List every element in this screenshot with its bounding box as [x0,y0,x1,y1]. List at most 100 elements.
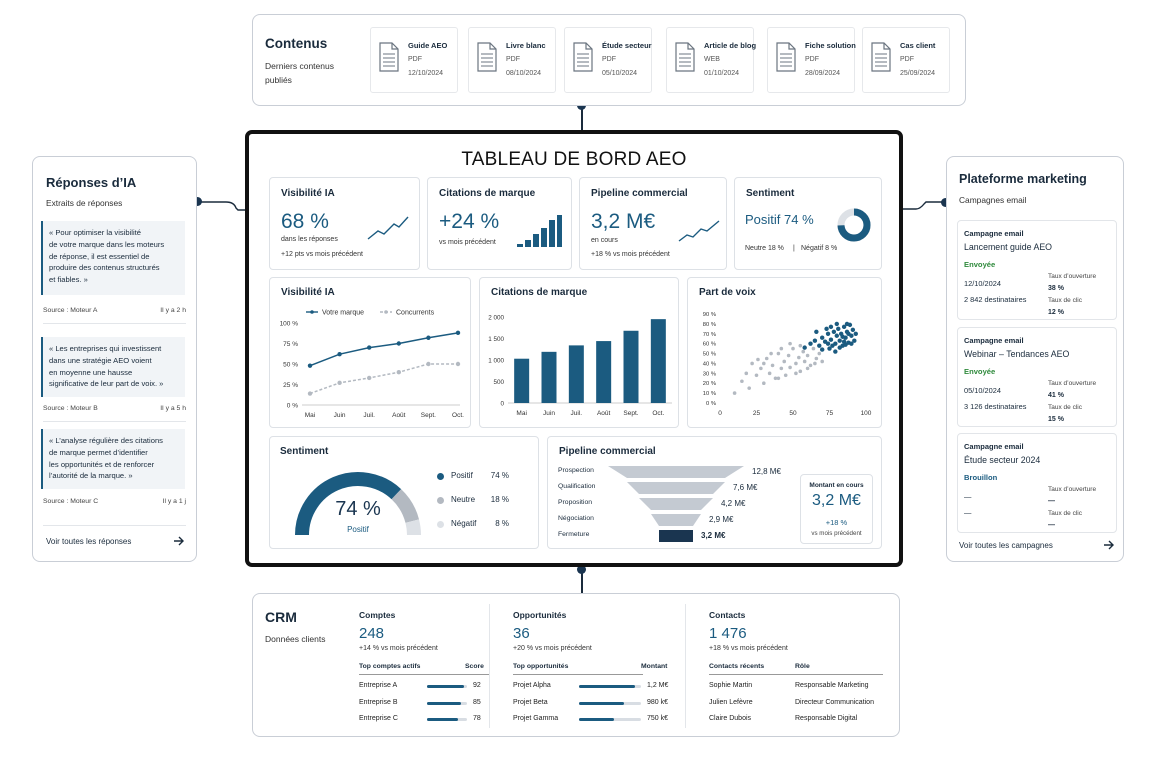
crm-row-role: Responsable Digital [795,715,858,722]
crm-row-value: 85 [473,698,481,706]
quote-line: les opportunités et de renforcer [49,459,155,469]
content-item[interactable]: Article de blog WEB 01/10/2024 [666,27,756,93]
campaign-name: Webinar – Tendances AEO [964,349,1070,359]
bar [623,330,639,403]
campaign-type: Campagne email [964,442,1024,451]
divider [359,674,489,675]
content-item[interactable]: Fiche solution PDF 28/09/2024 [767,27,856,93]
crm-row-name[interactable]: Entreprise B [359,698,398,706]
bar [568,345,584,403]
see-all-responses-link[interactable]: Voir toutes les réponses [46,537,132,546]
x-tick-label: Oct. [452,412,464,419]
see-all-campaigns-link[interactable]: Voir toutes les campagnes [959,541,1053,550]
crm-col-delta: +20 % vs mois précédent [513,645,592,652]
x-tick-label: Sept. [623,410,638,417]
y-tick-label: 1 500 [488,336,504,343]
column-divider [489,604,490,728]
scatter-point [747,386,751,390]
click-rate-value: 12 % [1048,309,1064,316]
content-date: 01/10/2024 [704,70,740,77]
campaign-card[interactable]: Campagne email Webinar – Tendances AEO Env… [957,327,1117,427]
content-date: 28/09/2024 [805,70,841,77]
crm-row-name[interactable]: Sophie Martin [709,682,753,689]
bar [650,319,666,403]
content-title: Guide AEO [408,41,448,50]
crm-subtitle: Données clients [265,634,326,644]
sentiment-title: Sentiment [280,446,329,457]
scatter-point [779,346,784,351]
x-tick-label: 50 [789,410,797,417]
crm-row-name[interactable]: Projet Beta [513,698,548,706]
crm-row-name[interactable]: Julien Lefèvre [709,698,753,706]
campaign-status: Brouillon [964,473,998,482]
content-date: 25/09/2024 [900,70,936,77]
crm-table-header: Top comptes actifs [359,663,421,670]
funnel-stage [659,530,693,542]
kpi-title: Sentiment [746,188,795,199]
scatter-point [754,373,759,378]
crm-row-name[interactable]: Projet Alpha [513,682,551,689]
pipeline-title: Pipeline commercial [559,446,656,457]
content-item[interactable]: Livre blanc PDF 08/10/2024 [468,27,556,93]
campaign-status: Envoyée [964,260,996,269]
crm-col-title: Opportunités [513,610,567,620]
kpi-neutral: Neutre 18 % [745,245,784,252]
content-kind: PDF [805,56,819,63]
content-kind: PDF [408,56,422,63]
divider [43,323,186,324]
legend-marker [384,310,388,314]
scatter-point [824,326,829,332]
data-point [455,361,461,367]
scatter-point [808,363,813,368]
data-point [367,345,372,350]
y-tick-label: 90 % [703,312,716,318]
content-title: Étude secteur [602,41,652,50]
funnel-stage [639,498,713,510]
scatter-point [808,341,813,346]
part-de-voix-card: Part de voix 0 % 10 % 20 % 30 % 40 % 50 % 60 % 7… [687,277,882,428]
quote-box: « Les entreprises qui investissent dans u… [41,337,185,397]
funnel-stage-label: Proposition [558,499,593,506]
pipeline-card: Pipeline commercial Montant en cours 3,2… [547,436,882,549]
legend-value: 18 % [490,495,509,504]
chart-title: Part de voix [699,287,756,298]
scatter-point [801,349,806,354]
plateforme-subtitle: Campagnes email [959,195,1027,205]
campaign-type: Campagne email [964,229,1024,238]
arrow-right-icon[interactable] [173,536,185,546]
y-tick-label: 75 % [283,341,298,348]
funnel-stage-label: Qualification [558,483,596,490]
scatter-point [814,329,819,334]
crm-row-name[interactable]: Projet Gamma [513,715,559,722]
document-icon [675,42,695,72]
crm-row-name[interactable]: Entreprise C [359,715,398,722]
crm-row-name[interactable]: Entreprise A [359,682,398,689]
crm-col-value: 248 [359,625,385,642]
kpi-title: Pipeline commercial [591,188,688,199]
scatter-point [825,341,831,346]
y-tick-label: 0 % [706,401,716,407]
crm-row-value: 92 [473,682,481,689]
campaign-card[interactable]: Campagne email Lancement guide AEO Envoyée… [957,220,1117,320]
crm-row-name[interactable]: Claire Dubois [709,715,752,722]
gauge-segment [405,519,421,536]
kpi-citations: Citations de marque +24 % vs mois précéd… [427,177,572,270]
quote-line: « L’analyse régulière des citations [49,436,163,445]
kpi-sub: dans les réponses [281,236,338,243]
campaign-card[interactable]: Campagne email Étude secteur 2024 Brouillo… [957,433,1117,533]
scatter-point [776,376,781,381]
scatter-point [776,351,781,356]
campaign-recipients: 3 126 destinataires [964,402,1027,411]
content-item[interactable]: Guide AEO PDF 12/10/2024 [370,27,458,93]
scatter-point [786,353,791,358]
content-item[interactable]: Cas client PDF 25/09/2024 [862,27,950,93]
open-rate-label: Taux d’ouverture [1048,380,1097,387]
divider [43,525,186,526]
quote-line: l’autorité de la marque. » [49,471,133,481]
x-tick-label: 75 [826,410,834,417]
content-item[interactable]: Étude secteur PDF 05/10/2024 [564,27,652,93]
score-bar [579,685,641,688]
document-icon [477,42,497,72]
reponses-title: Réponses d’IA [46,175,137,190]
arrow-right-icon[interactable] [1103,540,1115,550]
